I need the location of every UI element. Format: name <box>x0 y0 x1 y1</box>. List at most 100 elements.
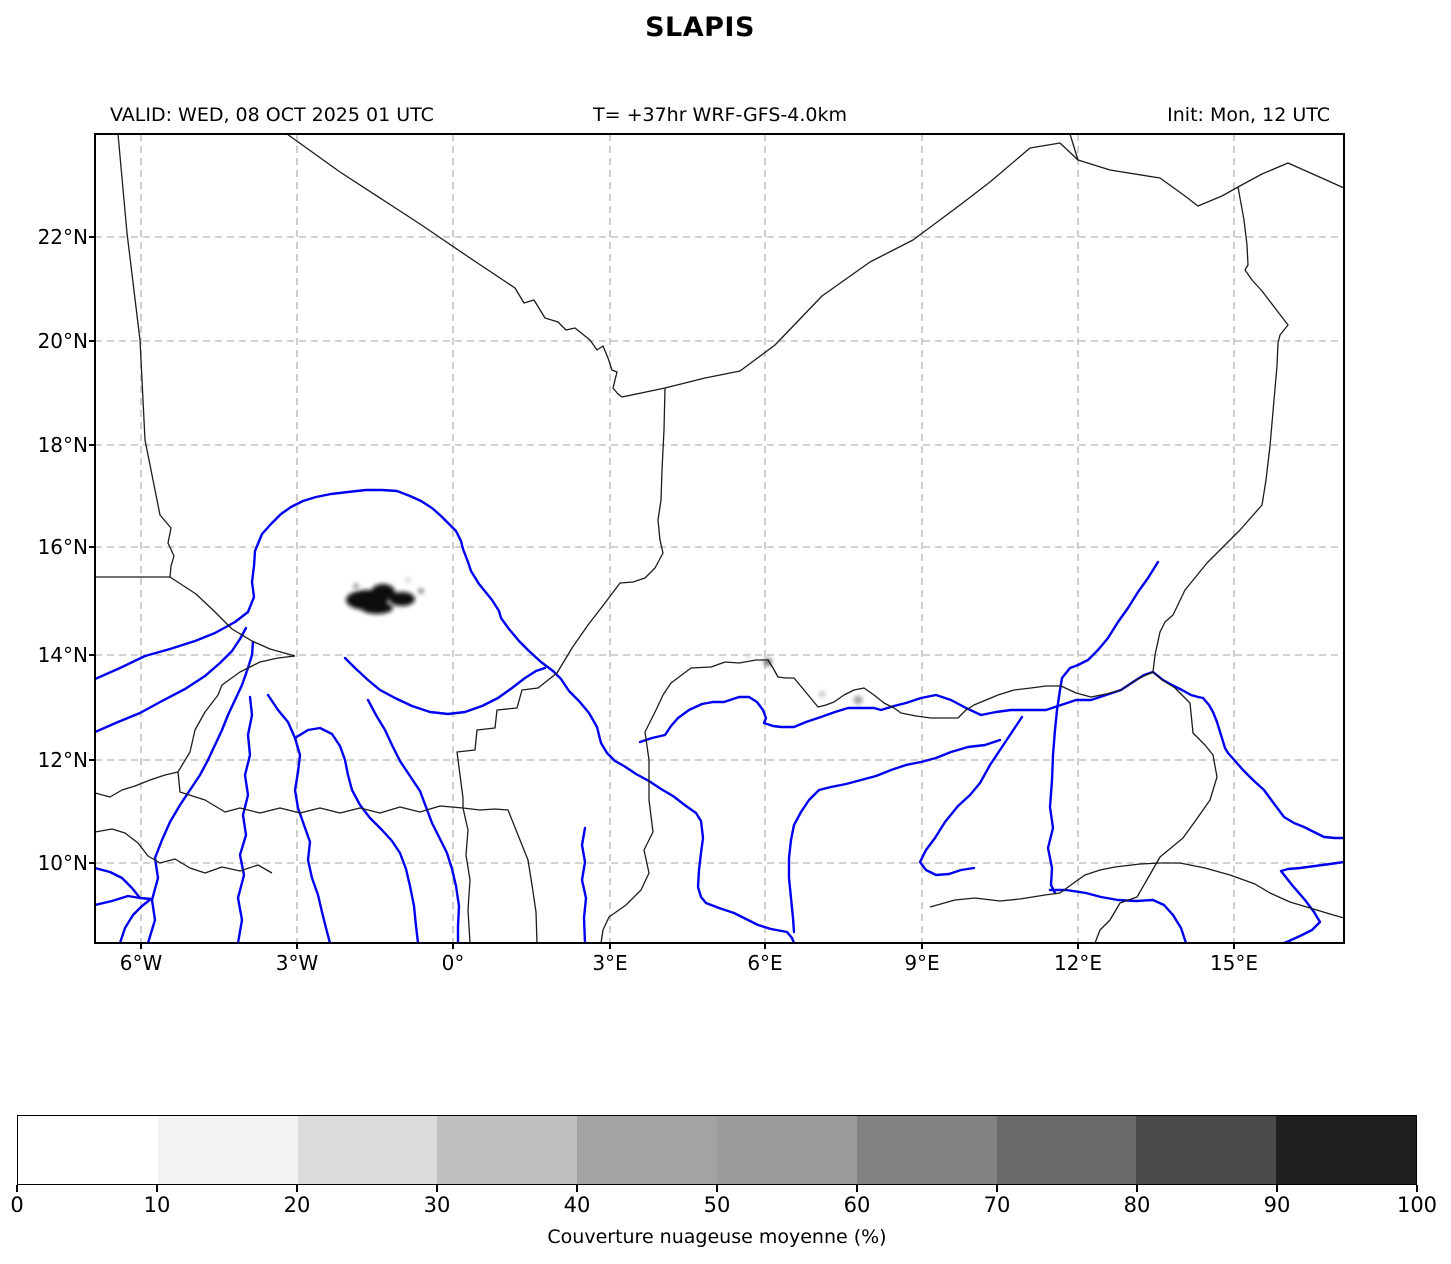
river <box>787 738 1002 934</box>
x-tick-label: 9°E <box>904 951 940 975</box>
page-title: SLAPIS <box>645 12 755 43</box>
colorbar-tick-mark <box>576 1185 578 1192</box>
river <box>118 897 153 943</box>
country-border <box>929 862 1344 919</box>
river <box>1046 560 1160 895</box>
country-border <box>177 655 464 814</box>
x-tick-mark <box>921 943 923 949</box>
rivers-layer <box>95 488 1344 943</box>
colorbar-tick-label: 80 <box>1123 1193 1151 1217</box>
river <box>95 894 153 907</box>
borders-layer <box>95 134 1344 943</box>
country-border <box>95 828 273 874</box>
y-tick-mark <box>89 340 95 342</box>
country-border <box>644 659 1154 733</box>
colorbar-tick-label: 70 <box>983 1193 1011 1217</box>
x-tick-label: 12°E <box>1053 951 1103 975</box>
country-border <box>286 134 1344 398</box>
y-tick-label: 12°N <box>37 748 88 772</box>
colorbar-tick-mark <box>1416 1185 1418 1192</box>
colorbar-segment <box>577 1116 717 1184</box>
y-tick-mark <box>89 444 95 446</box>
river <box>1279 860 1344 943</box>
x-tick-mark <box>764 943 766 949</box>
colorbar-segment <box>18 1116 158 1184</box>
river <box>638 670 1205 744</box>
cloud-cover-layer <box>346 577 863 705</box>
river <box>293 726 420 943</box>
colorbar-tick-label: 10 <box>143 1193 171 1217</box>
x-tick-label: 0° <box>441 951 465 975</box>
colorbar-segment <box>856 1116 997 1184</box>
y-tick-label: 14°N <box>37 643 88 667</box>
river <box>366 698 461 943</box>
river <box>1048 888 1188 943</box>
country-border <box>169 576 296 657</box>
x-tick-label: 15°E <box>1209 951 1259 975</box>
y-tick-label: 18°N <box>37 433 88 457</box>
valid-time-label: VALID: WED, 08 OCT 2025 01 UTC <box>110 104 434 126</box>
river <box>146 640 255 943</box>
colorbar-tick-mark <box>1136 1185 1138 1192</box>
y-tick-mark <box>89 546 95 548</box>
colorbar-segment <box>996 1116 1137 1184</box>
colorbar-segment <box>716 1116 857 1184</box>
river <box>1201 696 1344 840</box>
cloud-spot <box>405 577 411 583</box>
colorbar-segment <box>297 1116 438 1184</box>
x-tick-label: 3°W <box>275 951 319 975</box>
y-tick-label: 20°N <box>37 329 88 353</box>
cloud-spot <box>418 588 424 594</box>
cloud-spot <box>745 653 751 659</box>
y-tick-mark <box>89 236 95 238</box>
river <box>343 656 547 716</box>
river <box>95 866 142 900</box>
y-tick-label: 22°N <box>37 225 88 249</box>
colorbar-tick-mark <box>856 1185 858 1192</box>
colorbar-tick-mark <box>156 1185 158 1192</box>
y-tick-label: 10°N <box>37 851 88 875</box>
colorbar-tick-mark <box>996 1185 998 1192</box>
country-border <box>95 134 175 578</box>
x-tick-label: 6°W <box>119 951 163 975</box>
country-border <box>95 771 179 798</box>
init-time-label: Init: Mon, 12 UTC <box>1167 104 1330 126</box>
cloud-spot <box>353 583 359 589</box>
x-tick-mark <box>452 943 454 949</box>
colorbar-tick-label: 60 <box>843 1193 871 1217</box>
y-tick-label: 16°N <box>37 535 88 559</box>
colorbar-tick-mark <box>436 1185 438 1192</box>
colorbar-tick-mark <box>716 1185 718 1192</box>
colorbar-segment <box>437 1116 578 1184</box>
country-border <box>456 387 666 808</box>
colorbar-tick-label: 50 <box>703 1193 731 1217</box>
country-border <box>1094 186 1289 943</box>
river <box>918 715 1024 877</box>
colorbar-tick-label: 40 <box>563 1193 591 1217</box>
y-tick-mark <box>89 654 95 656</box>
colorbar-tick-mark <box>296 1185 298 1192</box>
x-tick-mark <box>140 943 142 949</box>
colorbar-segment <box>157 1116 298 1184</box>
country-border <box>462 807 538 943</box>
colorbar-tick-label: 20 <box>283 1193 311 1217</box>
y-tick-mark <box>89 759 95 761</box>
colorbar-segment <box>1276 1116 1416 1184</box>
colorbar-tick-label: 0 <box>10 1193 24 1217</box>
graticule-layer <box>95 134 1344 943</box>
colorbar-segment <box>1136 1116 1277 1184</box>
colorbar-tick-mark <box>1276 1185 1278 1192</box>
x-tick-mark <box>1077 943 1079 949</box>
x-tick-label: 6°E <box>747 951 783 975</box>
colorbar-tick-label: 100 <box>1396 1193 1438 1217</box>
country-border <box>462 807 471 943</box>
colorbar-tick-label: 30 <box>423 1193 451 1217</box>
colorbar <box>17 1115 1417 1185</box>
map-frame <box>94 133 1345 944</box>
colorbar-tick-label: 90 <box>1263 1193 1291 1217</box>
colorbar-tick-mark <box>16 1185 18 1192</box>
model-run-label: T= +37hr WRF-GFS-4.0km <box>593 104 847 126</box>
river <box>580 826 588 943</box>
